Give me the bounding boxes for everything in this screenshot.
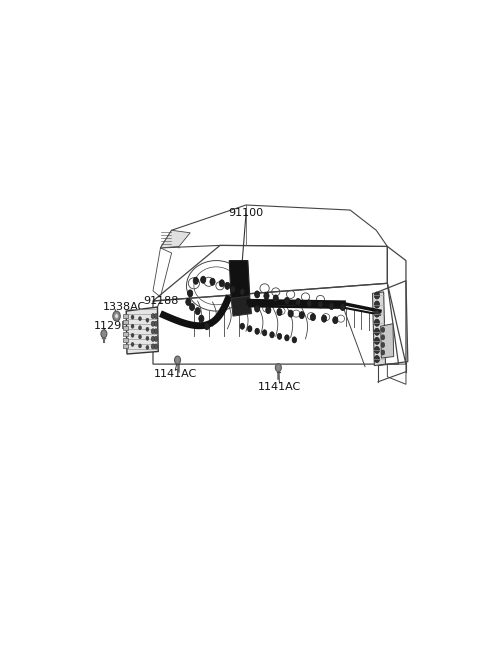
Polygon shape	[126, 307, 158, 354]
Circle shape	[374, 301, 380, 308]
Circle shape	[175, 356, 180, 364]
Polygon shape	[160, 230, 190, 248]
Circle shape	[374, 319, 380, 326]
Circle shape	[374, 328, 380, 335]
Circle shape	[381, 327, 385, 333]
Circle shape	[333, 317, 338, 323]
Circle shape	[190, 304, 195, 310]
Polygon shape	[123, 314, 128, 318]
Circle shape	[193, 277, 198, 284]
Circle shape	[254, 305, 260, 312]
Circle shape	[219, 279, 225, 287]
Circle shape	[210, 278, 215, 285]
Circle shape	[288, 310, 293, 317]
Circle shape	[255, 328, 259, 335]
Circle shape	[264, 293, 269, 299]
Circle shape	[322, 315, 327, 322]
Circle shape	[307, 300, 312, 307]
Polygon shape	[123, 344, 128, 348]
Circle shape	[318, 301, 323, 308]
Circle shape	[115, 314, 119, 319]
Circle shape	[340, 304, 345, 310]
Circle shape	[113, 311, 120, 321]
Circle shape	[146, 318, 149, 322]
Circle shape	[374, 356, 380, 363]
Circle shape	[277, 308, 282, 316]
Circle shape	[151, 314, 155, 319]
Circle shape	[186, 298, 191, 306]
Circle shape	[374, 310, 380, 317]
Circle shape	[277, 333, 282, 339]
Polygon shape	[123, 320, 128, 324]
Text: 1129EA: 1129EA	[94, 321, 136, 331]
Polygon shape	[123, 338, 128, 342]
Circle shape	[188, 290, 193, 297]
Circle shape	[381, 350, 385, 355]
Circle shape	[248, 326, 252, 332]
Polygon shape	[123, 326, 128, 330]
Circle shape	[199, 315, 204, 322]
Text: 91188: 91188	[143, 296, 178, 306]
Circle shape	[151, 337, 155, 341]
Circle shape	[230, 286, 236, 293]
Circle shape	[374, 346, 380, 354]
Circle shape	[139, 326, 142, 330]
Circle shape	[374, 337, 380, 344]
Circle shape	[296, 298, 300, 306]
Circle shape	[254, 291, 260, 298]
Circle shape	[299, 312, 304, 319]
Text: 1141AC: 1141AC	[258, 382, 301, 392]
Polygon shape	[123, 333, 128, 337]
Polygon shape	[231, 296, 252, 316]
Circle shape	[154, 337, 158, 341]
Circle shape	[273, 295, 278, 302]
Circle shape	[195, 308, 200, 315]
Circle shape	[201, 276, 206, 283]
Circle shape	[381, 342, 385, 348]
Circle shape	[381, 335, 385, 340]
Circle shape	[240, 289, 245, 295]
Polygon shape	[229, 260, 250, 298]
Text: 1141AC: 1141AC	[154, 369, 197, 379]
Circle shape	[146, 337, 149, 340]
Circle shape	[266, 306, 271, 314]
Circle shape	[374, 292, 380, 299]
Circle shape	[139, 344, 142, 348]
Text: 91100: 91100	[228, 207, 264, 218]
Circle shape	[131, 324, 134, 328]
Circle shape	[240, 323, 244, 329]
Circle shape	[154, 344, 158, 349]
Circle shape	[151, 344, 155, 349]
Circle shape	[131, 315, 134, 319]
Polygon shape	[381, 323, 394, 358]
Circle shape	[284, 297, 289, 304]
Circle shape	[263, 330, 267, 336]
Circle shape	[146, 327, 149, 331]
Circle shape	[329, 302, 334, 310]
Circle shape	[270, 332, 274, 338]
Circle shape	[154, 329, 158, 334]
Circle shape	[276, 363, 281, 372]
Circle shape	[154, 314, 158, 319]
Circle shape	[285, 335, 289, 341]
Circle shape	[292, 337, 297, 343]
Circle shape	[101, 330, 107, 338]
Circle shape	[311, 314, 315, 321]
Circle shape	[151, 321, 155, 326]
Circle shape	[146, 346, 149, 350]
Circle shape	[204, 323, 210, 330]
Circle shape	[131, 333, 134, 337]
Circle shape	[154, 321, 158, 326]
Polygon shape	[372, 292, 385, 365]
Circle shape	[139, 317, 142, 321]
Text: 1338AC: 1338AC	[103, 302, 146, 312]
Circle shape	[151, 329, 155, 334]
Circle shape	[225, 282, 230, 289]
Circle shape	[139, 335, 142, 339]
Circle shape	[131, 342, 134, 346]
